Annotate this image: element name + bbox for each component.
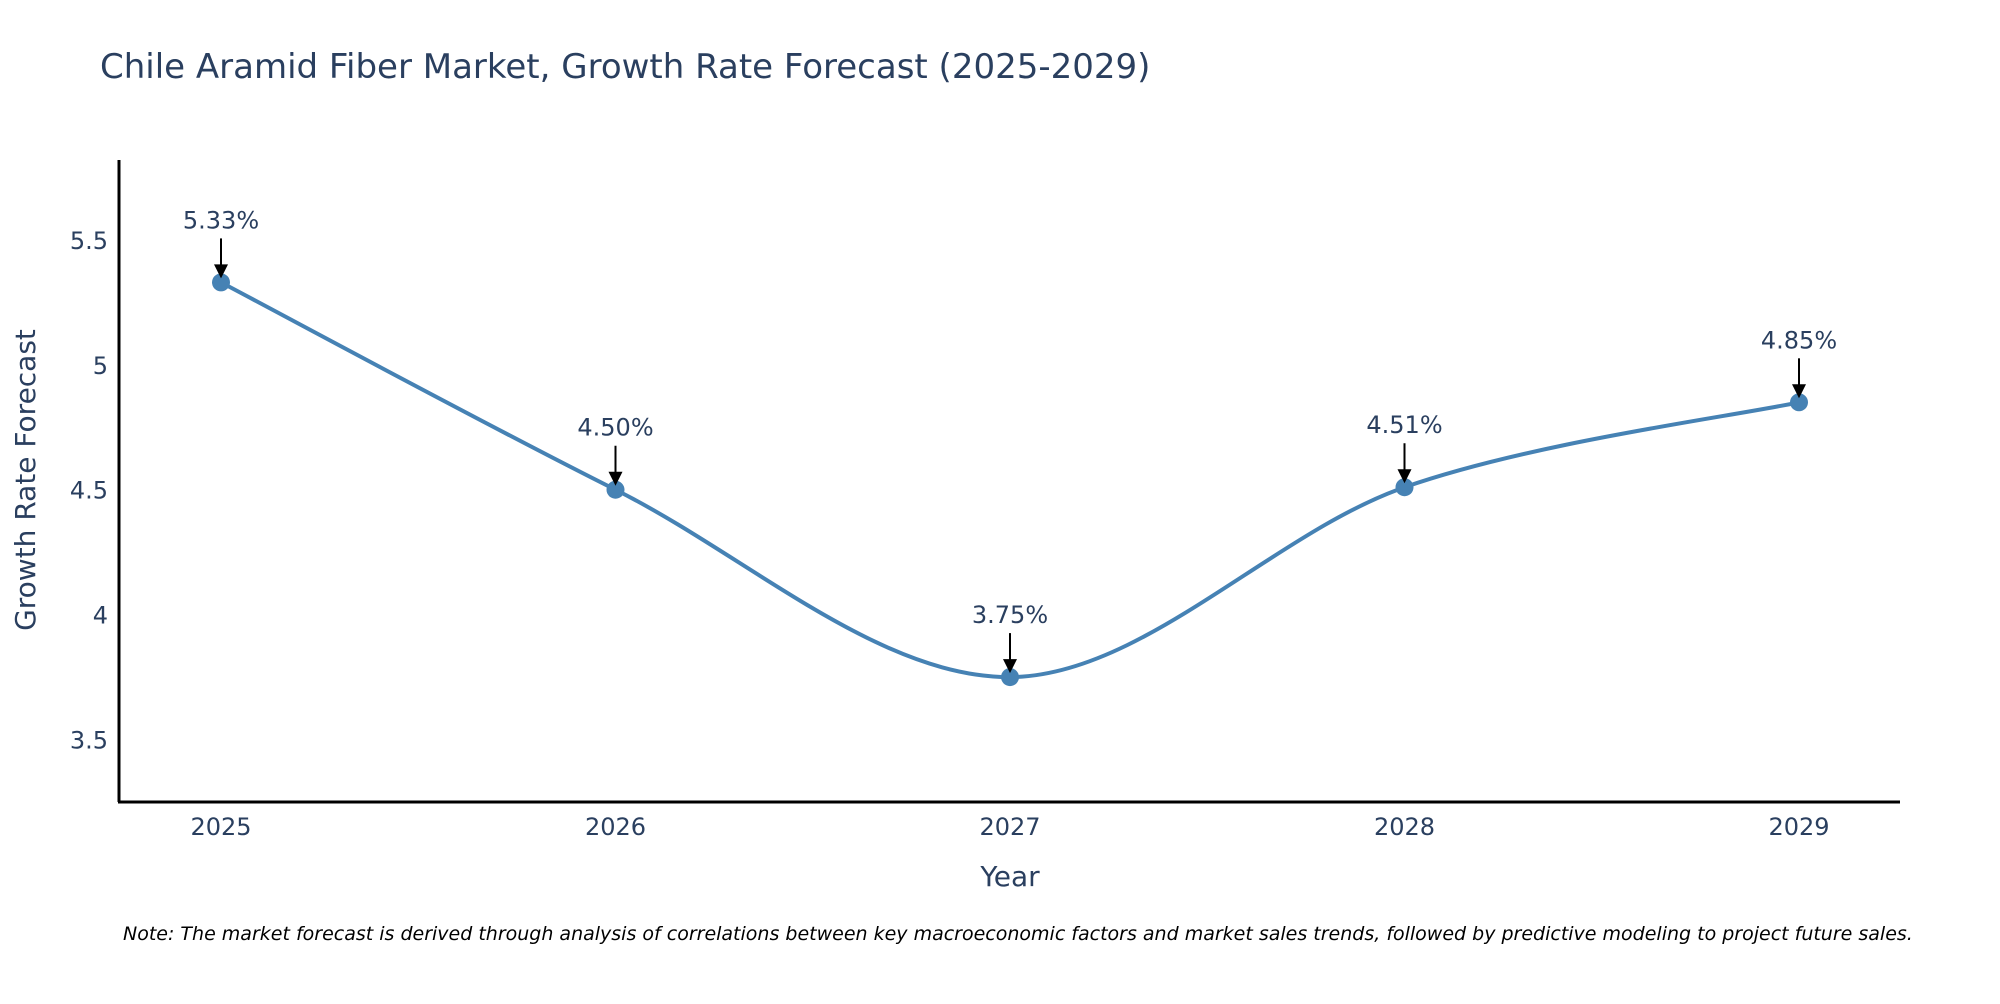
data-point	[606, 480, 625, 499]
x-axis-title: Year	[979, 860, 1040, 893]
y-axis-ticks: 3.5 4 4.5 5 5.5	[70, 227, 108, 755]
data-point	[1001, 668, 1019, 687]
data-annotations: 5.33% 4.50% 3.75% 4.51% 4.85%	[183, 206, 1837, 674]
data-label: 4.85%	[1761, 326, 1837, 354]
y-axis-title: Growth Rate Forecast	[9, 329, 42, 631]
x-tick-label: 2027	[979, 813, 1040, 841]
y-tick-label: 5	[93, 352, 108, 380]
x-tick-label: 2025	[190, 813, 251, 841]
data-label: 4.50%	[577, 414, 653, 442]
data-markers	[212, 273, 1808, 687]
footnote: Note: The market forecast is derived thr…	[123, 923, 1913, 945]
chart-title: Chile Aramid Fiber Market, Growth Rate F…	[100, 47, 1150, 87]
annotation-arrow-head	[1003, 659, 1017, 674]
data-point	[212, 273, 230, 292]
data-point	[1395, 478, 1414, 497]
data-label: 3.75%	[972, 601, 1048, 629]
y-tick-label: 4	[93, 602, 108, 630]
annotation-arrow-head	[214, 264, 228, 279]
x-axis-ticks: 2025 2026 2027 2028 2029	[190, 813, 1829, 841]
x-tick-label: 2028	[1374, 813, 1435, 841]
annotation-arrow-head	[608, 471, 623, 486]
data-point	[1790, 393, 1808, 412]
x-tick-label: 2029	[1768, 813, 1829, 841]
annotation-arrow-head	[1792, 384, 1806, 399]
annotation-arrow-head	[1397, 469, 1412, 484]
data-label: 4.51%	[1366, 411, 1442, 439]
x-tick-label: 2026	[585, 813, 646, 841]
data-label: 5.33%	[183, 206, 259, 234]
y-tick-label: 5.5	[70, 227, 108, 255]
y-tick-label: 3.5	[70, 727, 108, 755]
y-tick-label: 4.5	[70, 477, 108, 505]
